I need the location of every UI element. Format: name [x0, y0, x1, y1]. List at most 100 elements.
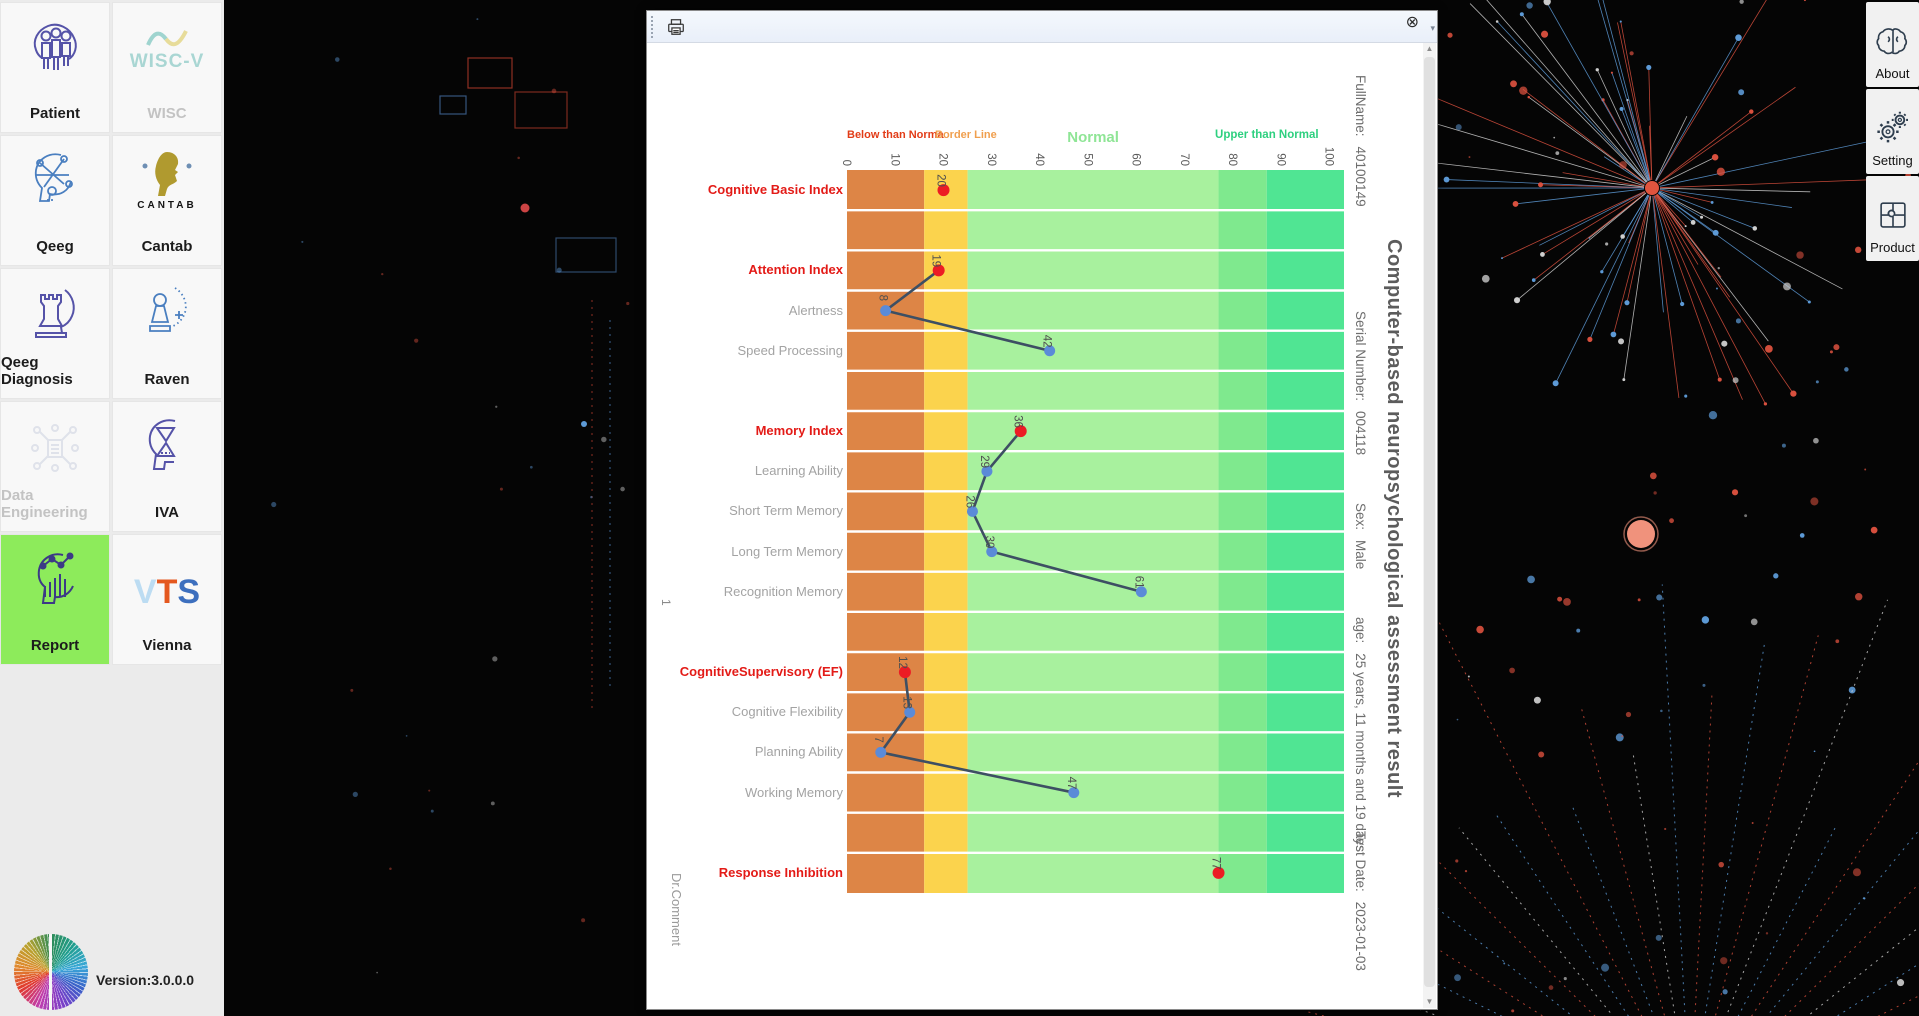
row-label-working-memory: Working Memory [744, 784, 843, 800]
sidebar-item-iva[interactable]: IVA [112, 401, 222, 532]
scroll-down-icon[interactable]: ▼ [1425, 997, 1434, 1006]
sidebar-item-report[interactable]: Report [0, 534, 110, 665]
row-label-recognition-memory: Recognition Memory [723, 583, 843, 599]
scroll-up-icon[interactable]: ▲ [1425, 44, 1434, 53]
rightbar-item-label: Product [1870, 240, 1915, 255]
patients-icon [1, 17, 109, 81]
sidebar-item-patient[interactable]: Patient [0, 2, 110, 133]
x-tick-label: 0 [840, 159, 852, 166]
sidebar-item-cantab[interactable]: CANTAB Cantab [112, 135, 222, 266]
data-point [966, 505, 978, 517]
data-point-value: 8 [877, 295, 889, 301]
sidebar-item-wisc[interactable]: WISC-V WISC [112, 2, 222, 133]
age-field: age:25 years, 11 months and 19 days [1353, 617, 1368, 852]
rightbar-item-setting[interactable]: Setting [1866, 89, 1919, 174]
sidebar-item-qeeg[interactable]: Qeeg [0, 135, 110, 266]
rightbar-item-label: Setting [1872, 153, 1913, 168]
sex-field: Sex:Male [1353, 503, 1368, 570]
x-tick-label: 40 [1033, 153, 1045, 166]
sidebar-item-label: IVA [155, 504, 179, 521]
sidebar-item-label: WISC [147, 105, 187, 122]
sidebar-item-data-engineering[interactable]: Data Engineering [0, 401, 110, 532]
data-point-value: 30 [983, 536, 995, 549]
x-tick-label: 90 [1274, 153, 1287, 166]
dr-comment-label: Dr.Comment [669, 873, 684, 946]
row-label-cognitive-basic-index: Cognitive Basic Index [707, 182, 843, 198]
close-icon[interactable]: ⊗ [1405, 14, 1419, 31]
puzzle-icon [1873, 195, 1913, 240]
row-label-cognitive-flexibility: Cognitive Flexibility [731, 704, 843, 720]
data-point [875, 746, 887, 758]
print-button[interactable] [664, 15, 688, 39]
data-point-value: 77 [1210, 857, 1222, 870]
data-point-value: 20 [935, 174, 947, 187]
data-engineering-icon [1, 416, 109, 480]
report-title: Computer-based neuropsychological assess… [1383, 239, 1405, 798]
fullname-field: FullName:40100149 [1353, 75, 1368, 207]
wisc-logo-text: WISC-V [129, 51, 205, 72]
row-label-planning-ability: Planning Ability [754, 744, 843, 760]
serial-number-field: Serial Number:004118 [1353, 311, 1368, 456]
brain-fingerprint-logo [14, 934, 88, 1010]
scrollbar-thumb[interactable] [1424, 57, 1435, 987]
data-point-value: 47 [1065, 777, 1077, 790]
x-tick-label: 100 [1322, 146, 1335, 166]
x-tick-label: 70 [1177, 153, 1190, 166]
row-label-memory-index: Memory Index [755, 423, 843, 439]
x-tick-label: 20 [936, 153, 949, 166]
data-point-value: 19 [930, 254, 942, 267]
zone-label-2: Normal [1067, 129, 1119, 146]
sidebar-item-label: Cantab [141, 238, 193, 255]
x-tick-label: 80 [1226, 153, 1239, 166]
gears-icon [1873, 108, 1913, 153]
cantab-logo-text: CANTAB [137, 200, 197, 211]
sidebar-item-label: Qeeg [36, 238, 74, 255]
x-tick-label: 30 [984, 153, 997, 166]
sidebar-item-label: Data Engineering [1, 487, 88, 521]
data-point [1135, 586, 1147, 598]
data-point [898, 666, 911, 679]
row-label-long-term-memory: Long Term Memory [731, 543, 843, 559]
data-point-value: 42 [1041, 335, 1053, 348]
data-point [1068, 787, 1080, 799]
sidebar-item-qeeg-diagnosis[interactable]: Qeeg Diagnosis [0, 268, 110, 399]
rightbar-item-product[interactable]: Product [1866, 176, 1919, 261]
data-point [1212, 866, 1225, 879]
qeeg-icon [1, 150, 109, 214]
row-label-response-inhibition: Response Inhibition [718, 864, 843, 880]
report-icon [1, 549, 109, 613]
test-date-field: Test Date:2023-01-03 [1353, 831, 1368, 971]
toolbar-overflow-icon[interactable]: ▾ [1430, 23, 1435, 33]
cantab-logo: CANTAB [113, 150, 221, 211]
row-label-alertness: Alertness [788, 302, 843, 318]
zone-label-0: Below than Norma [847, 129, 944, 141]
data-point [880, 305, 892, 317]
data-point [1014, 425, 1027, 438]
data-point [1044, 345, 1056, 357]
sidebar-item-vienna[interactable]: VTS Vienna [112, 534, 222, 665]
sidebar-item-raven[interactable]: Raven [112, 268, 222, 399]
sidebar-item-label: Vienna [142, 637, 192, 654]
window-scrollbar[interactable]: ▲ ▼ [1423, 43, 1436, 1008]
sidebar-item-label: Qeeg Diagnosis [1, 354, 73, 388]
data-point-value: 12 [896, 656, 908, 669]
data-point-value: 36 [1012, 415, 1024, 428]
module-grid: Patient WISC-V WISC Qeeg CANTAB Cantab Qee… [0, 2, 222, 665]
right-sidebar: About Setting Product [1866, 2, 1919, 263]
left-sidebar: Patient WISC-V WISC Qeeg CANTAB Cantab Qee… [0, 0, 224, 1016]
brain-icon [1873, 25, 1913, 66]
data-point [932, 264, 945, 277]
qeeg-diagnosis-icon [1, 283, 109, 347]
sidebar-item-label: Report [30, 637, 80, 654]
toolbar-grip-handle[interactable] [651, 15, 658, 38]
rightbar-item-about[interactable]: About [1866, 2, 1919, 87]
data-point [937, 184, 950, 197]
data-point-value: 7 [872, 736, 884, 742]
data-point-value: 29 [978, 455, 990, 468]
sidebar-item-label: Raven [144, 371, 190, 388]
x-tick-label: 10 [888, 153, 901, 166]
series-line [878, 671, 1075, 794]
data-point-value: 13 [901, 696, 913, 709]
page-number: 1 [659, 599, 673, 606]
